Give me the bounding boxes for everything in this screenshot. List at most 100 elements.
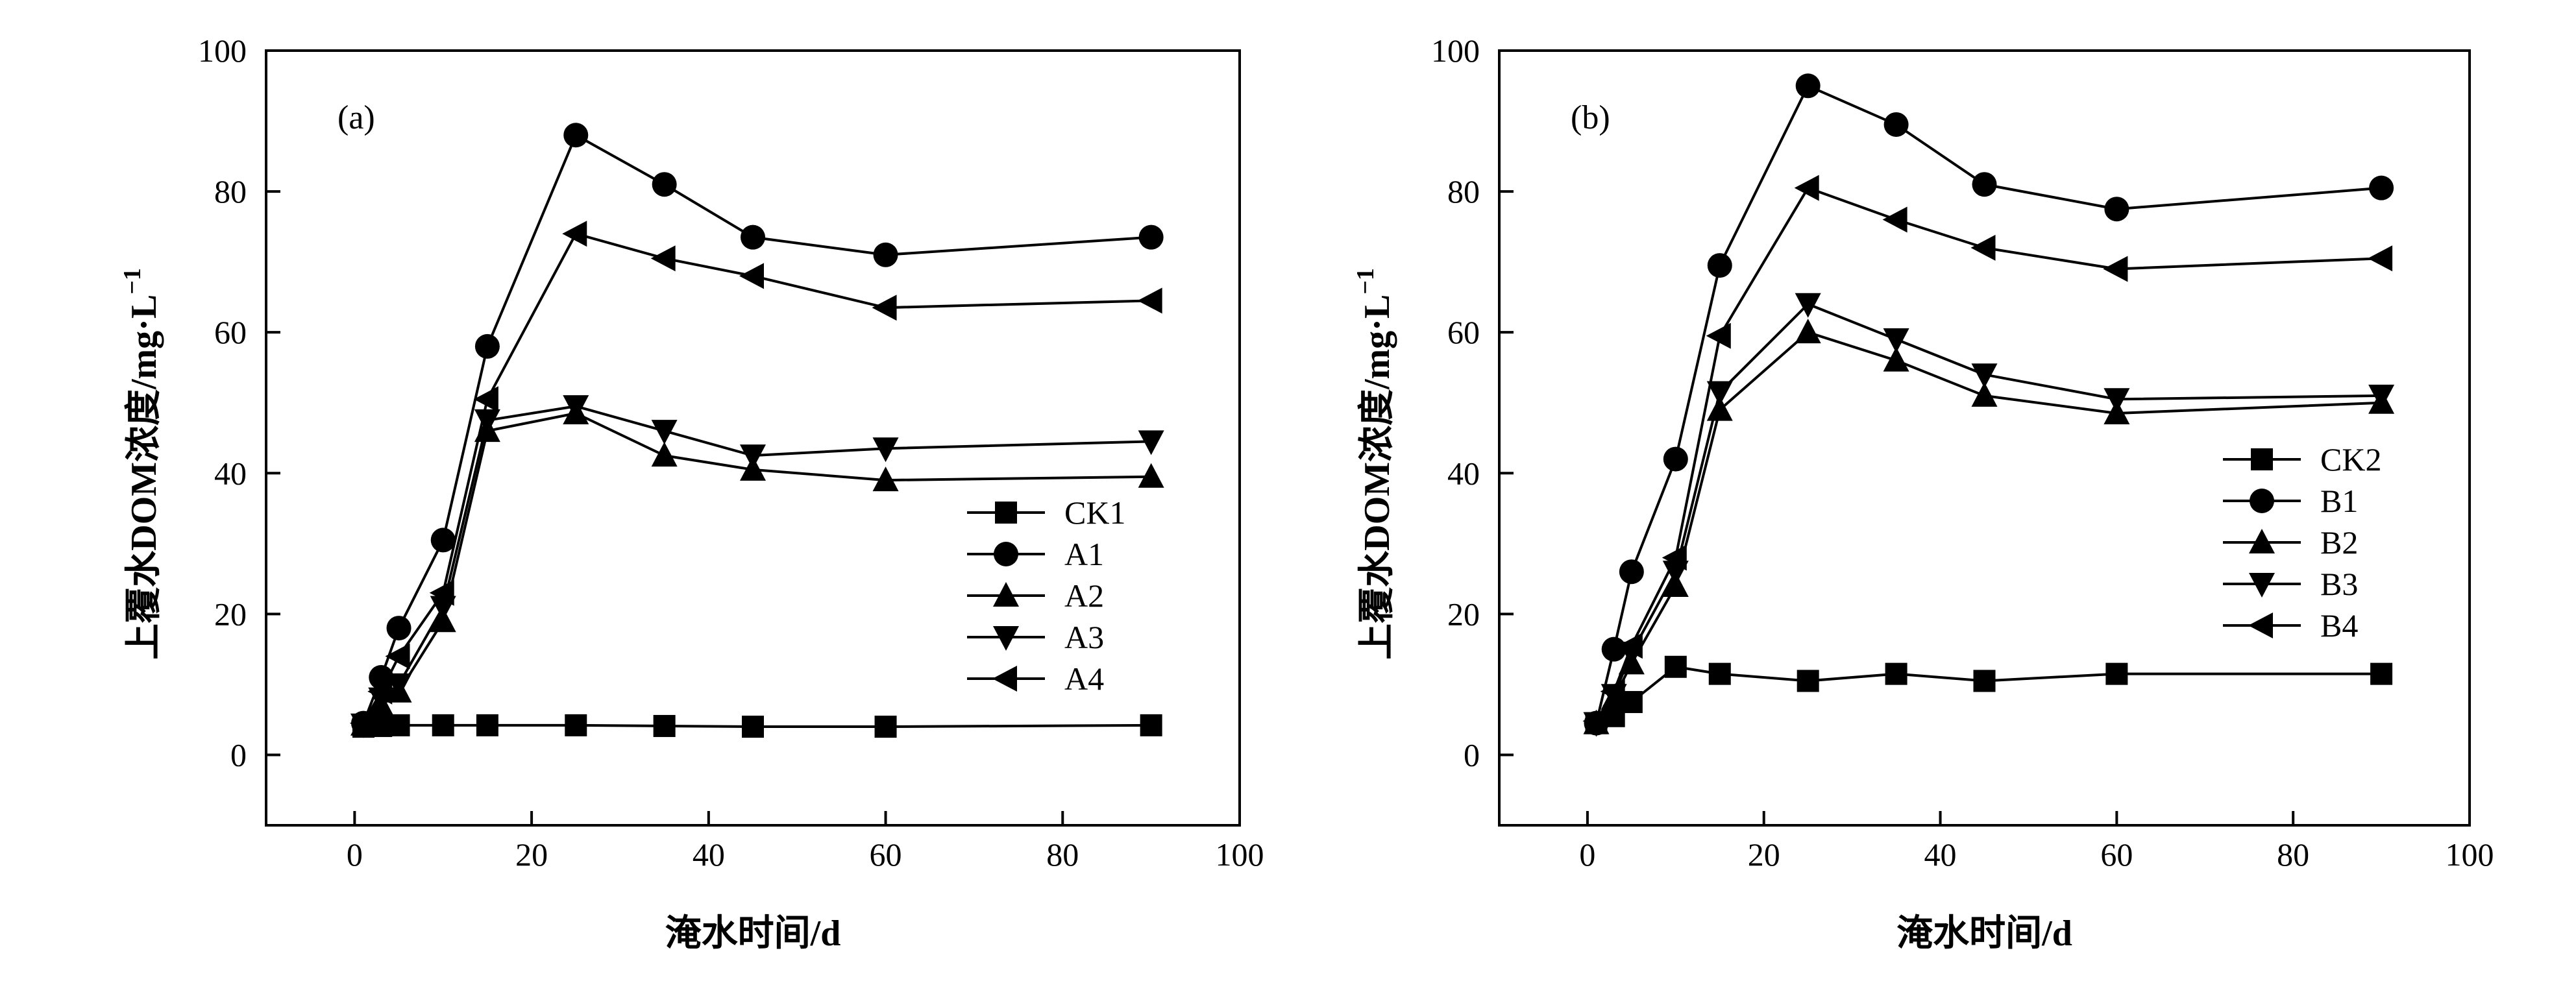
data-point-B3 [2104, 388, 2130, 413]
data-point-B1 [1795, 73, 1821, 99]
chart-panel-a: 0 20 40 60 80 100 0 20 40 60 80 100 (a) 淹水时间/d 上覆水DOM浓… [119, 32, 1264, 954]
legend-marker-B4 [2248, 612, 2273, 638]
data-point-A2 [872, 466, 899, 492]
data-point-A4 [385, 643, 410, 670]
series-CK1 [352, 714, 1162, 738]
legend-item-CK1: CK1 [967, 494, 1125, 531]
y-tick-label: 40 [1447, 455, 1480, 491]
data-point-A3 [474, 409, 500, 434]
legend-label: B1 [2320, 483, 2358, 519]
y-tick-label: 60 [1447, 314, 1480, 350]
data-point-B1 [2104, 197, 2129, 222]
data-point-CK1 [742, 716, 764, 738]
x-tick-label: 20 [515, 836, 548, 873]
data-point-A4 [473, 386, 498, 413]
legend-marker-B1 [2250, 489, 2274, 513]
data-point-B1 [1663, 446, 1688, 472]
data-point-A4 [872, 295, 897, 321]
data-point-A1 [430, 527, 456, 553]
data-point-B4 [1706, 322, 1731, 349]
data-point-B4 [2368, 245, 2393, 272]
legend-label: A1 [1064, 536, 1104, 572]
legend-marker-A1 [994, 542, 1018, 566]
data-point-B3 [1795, 293, 1821, 318]
data-point-A3 [1138, 430, 1164, 455]
data-point-B3 [1971, 363, 1998, 389]
legend-label: B3 [2320, 566, 2358, 602]
data-point-A4 [429, 579, 454, 606]
series-line-B4 [1595, 186, 2382, 722]
legend-item-A3: A3 [967, 619, 1104, 655]
data-point-A1 [1138, 224, 1164, 250]
x-tick-label: 20 [1748, 836, 1780, 873]
y-axis-label: 上覆水DOM浓度/mg·L−1 [119, 268, 164, 660]
y-axis-label: 上覆水DOM浓度/mg·L−1 [1352, 268, 1397, 660]
data-point-A3 [651, 420, 678, 445]
legend: CK1 A1 A2 A3 A4 [967, 494, 1125, 697]
series-line-B3 [1595, 302, 2382, 724]
data-point-CK1 [432, 714, 454, 736]
legend-label: CK2 [2320, 441, 2381, 478]
legend-label: B2 [2320, 524, 2358, 561]
x-axis-label: 淹水时间/d [665, 914, 841, 954]
data-point-A1 [474, 333, 500, 359]
legend-item-A2: A2 [967, 577, 1104, 614]
data-point-CK2 [1664, 655, 1687, 678]
data-point-A3 [563, 395, 589, 420]
data-point-CK1 [565, 714, 587, 736]
plot-frame [265, 49, 1241, 827]
x-tick-label: 100 [2446, 836, 2494, 873]
y-axis-label-superscript: −1 [119, 268, 146, 295]
data-point-A1 [386, 616, 411, 641]
data-point-A1 [741, 224, 765, 250]
legend-item-A4: A4 [967, 660, 1104, 697]
legend-marker-B3 [2249, 573, 2275, 598]
series-B1 [1584, 73, 2394, 736]
series-A4 [350, 221, 1162, 736]
legend-label: A4 [1064, 660, 1104, 697]
data-point-CK1 [476, 714, 498, 736]
data-point-B1 [1883, 112, 1909, 137]
data-point-A4 [1137, 287, 1162, 314]
x-tick-label: 40 [693, 836, 725, 873]
y-tick-label: 20 [1447, 596, 1480, 632]
x-tick-label: 0 [347, 836, 363, 873]
panel-label: (b) [1571, 99, 1610, 136]
data-point-B2 [1795, 319, 1821, 344]
data-point-A3 [740, 444, 766, 470]
y-tick-label: 0 [230, 736, 247, 773]
plot-frame [1498, 49, 2471, 827]
data-point-B1 [2369, 175, 2394, 200]
y-tick-label: 100 [198, 32, 247, 69]
y-tick-label: 20 [214, 596, 247, 632]
data-point-B4 [1617, 633, 1643, 659]
legend-label: B4 [2320, 607, 2358, 644]
data-point-B4 [2103, 256, 2128, 282]
panel-label: (a) [337, 99, 375, 136]
series-A1 [351, 123, 1164, 736]
legend-label: A2 [1064, 577, 1104, 614]
data-point-A2 [1138, 463, 1164, 488]
y-tick-label: 0 [1464, 736, 1480, 773]
data-point-B4 [1600, 678, 1625, 705]
legend-marker-A2 [993, 582, 1019, 607]
y-tick-label: 40 [214, 455, 247, 491]
y-tick-label: 80 [214, 173, 247, 210]
x-tick-label: 60 [870, 836, 902, 873]
legend-marker-CK1 [995, 502, 1017, 524]
data-point-A1 [652, 172, 677, 197]
y-axis-label-main: 上覆水DOM浓度/mg·L [1357, 295, 1397, 660]
data-point-B2 [1971, 382, 1998, 407]
data-point-CK2 [1885, 662, 1907, 685]
legend-marker-CK2 [2251, 448, 2273, 470]
legend-item-CK2: CK2 [2223, 441, 2381, 478]
data-point-A4 [367, 678, 393, 705]
y-axis-label-main: 上覆水DOM浓度/mg·L [124, 295, 164, 660]
data-point-CK2 [2370, 662, 2393, 685]
series-A3 [350, 395, 1164, 738]
x-axis-label: 淹水时间/d [1896, 914, 2072, 954]
x-tick-label: 60 [2100, 836, 2133, 873]
legend: CK2 B1 B2 B3 B4 [2223, 441, 2381, 644]
